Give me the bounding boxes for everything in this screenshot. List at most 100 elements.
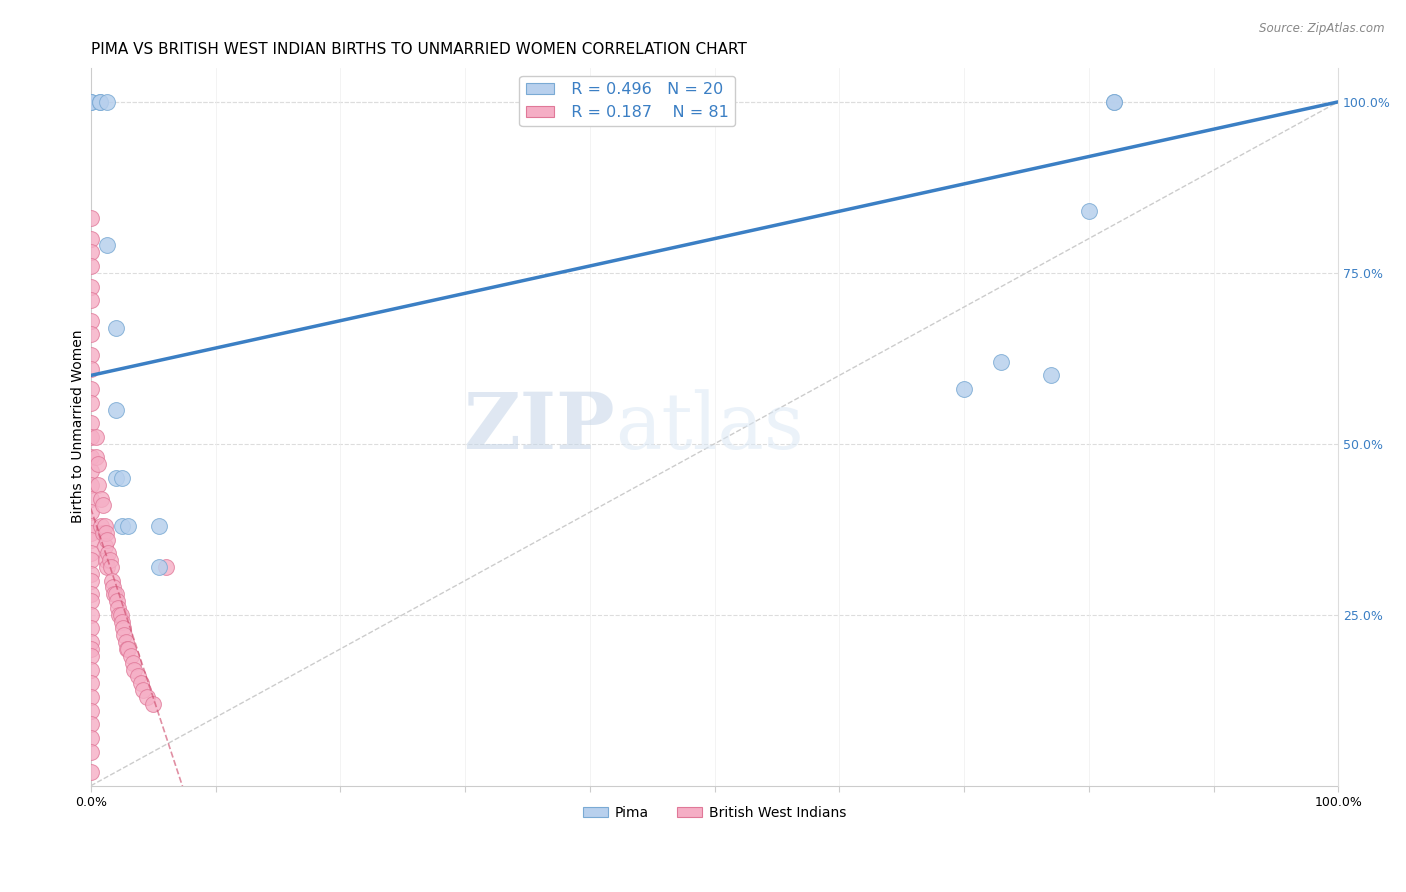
Point [80, 704, 103, 718]
Point [117, 519, 139, 533]
Point [80, 450, 103, 465]
Point [114, 628, 136, 642]
Point [132, 683, 155, 698]
Point [104, 471, 127, 485]
Point [100, 560, 122, 574]
Point [80, 635, 103, 649]
Point [80, 607, 103, 622]
Point [80, 361, 103, 376]
Point [105, 594, 128, 608]
Point [80, 574, 103, 588]
Point [80, 478, 103, 492]
Point [80, 417, 103, 431]
Point [80, 566, 103, 581]
Point [87, 478, 110, 492]
Point [89, 95, 111, 109]
Point [80, 765, 103, 780]
Point [80, 533, 103, 547]
Point [80, 717, 103, 731]
Point [96, 560, 118, 574]
Legend: Pima, British West Indians: Pima, British West Indians [578, 800, 852, 825]
Point [80, 259, 103, 273]
Point [80, 95, 103, 109]
Point [80, 676, 103, 690]
Point [80, 293, 103, 308]
Point [80, 382, 103, 396]
Point [108, 607, 131, 622]
Text: PIMA VS BRITISH WEST INDIAN BIRTHS TO UNMARRIED WOMEN CORRELATION CHART: PIMA VS BRITISH WEST INDIAN BIRTHS TO UN… [91, 42, 747, 57]
Point [129, 676, 152, 690]
Point [1102, 95, 1125, 109]
Point [122, 656, 145, 670]
Point [80, 279, 103, 293]
Text: Source: ZipAtlas.com: Source: ZipAtlas.com [1260, 22, 1385, 36]
Point [107, 601, 129, 615]
Point [84, 430, 107, 444]
Point [91, 525, 114, 540]
Point [111, 519, 134, 533]
Point [80, 505, 103, 519]
Point [104, 587, 127, 601]
Point [80, 464, 103, 478]
Point [110, 607, 132, 622]
Text: atlas: atlas [614, 389, 803, 465]
Point [96, 95, 118, 109]
Point [80, 587, 103, 601]
Point [84, 450, 107, 465]
Point [80, 396, 103, 410]
Point [111, 615, 134, 629]
Point [114, 635, 136, 649]
Point [80, 525, 103, 540]
Point [115, 642, 138, 657]
Y-axis label: Births to Unmarried Women: Births to Unmarried Women [72, 330, 86, 524]
Point [91, 499, 114, 513]
Point [93, 519, 115, 533]
Point [80, 245, 103, 260]
Point [96, 238, 118, 252]
Point [80, 553, 103, 567]
Point [90, 519, 112, 533]
Point [155, 560, 177, 574]
Point [80, 327, 103, 342]
Point [104, 402, 127, 417]
Point [93, 540, 115, 554]
Point [80, 642, 103, 657]
Point [98, 553, 121, 567]
Point [103, 581, 125, 595]
Point [1040, 368, 1063, 383]
Point [80, 95, 103, 109]
Point [80, 731, 103, 745]
Point [90, 491, 112, 506]
Point [990, 355, 1012, 369]
Point [80, 663, 103, 677]
Point [80, 745, 103, 759]
Point [94, 525, 117, 540]
Point [112, 622, 135, 636]
Point [94, 553, 117, 567]
Point [103, 587, 125, 601]
Point [80, 211, 103, 226]
Point [111, 471, 134, 485]
Point [96, 533, 118, 547]
Point [124, 663, 146, 677]
Point [80, 232, 103, 246]
Point [148, 560, 170, 574]
Point [104, 320, 127, 334]
Point [87, 458, 110, 472]
Point [80, 690, 103, 704]
Point [136, 690, 159, 704]
Text: ZIP: ZIP [463, 389, 614, 465]
Point [117, 642, 139, 657]
Point [127, 669, 149, 683]
Point [80, 491, 103, 506]
Point [148, 519, 170, 533]
Point [953, 382, 976, 396]
Point [80, 546, 103, 560]
Point [1077, 204, 1099, 219]
Point [80, 348, 103, 362]
Point [80, 594, 103, 608]
Point [1102, 95, 1125, 109]
Point [97, 546, 120, 560]
Point [80, 519, 103, 533]
Point [80, 648, 103, 663]
